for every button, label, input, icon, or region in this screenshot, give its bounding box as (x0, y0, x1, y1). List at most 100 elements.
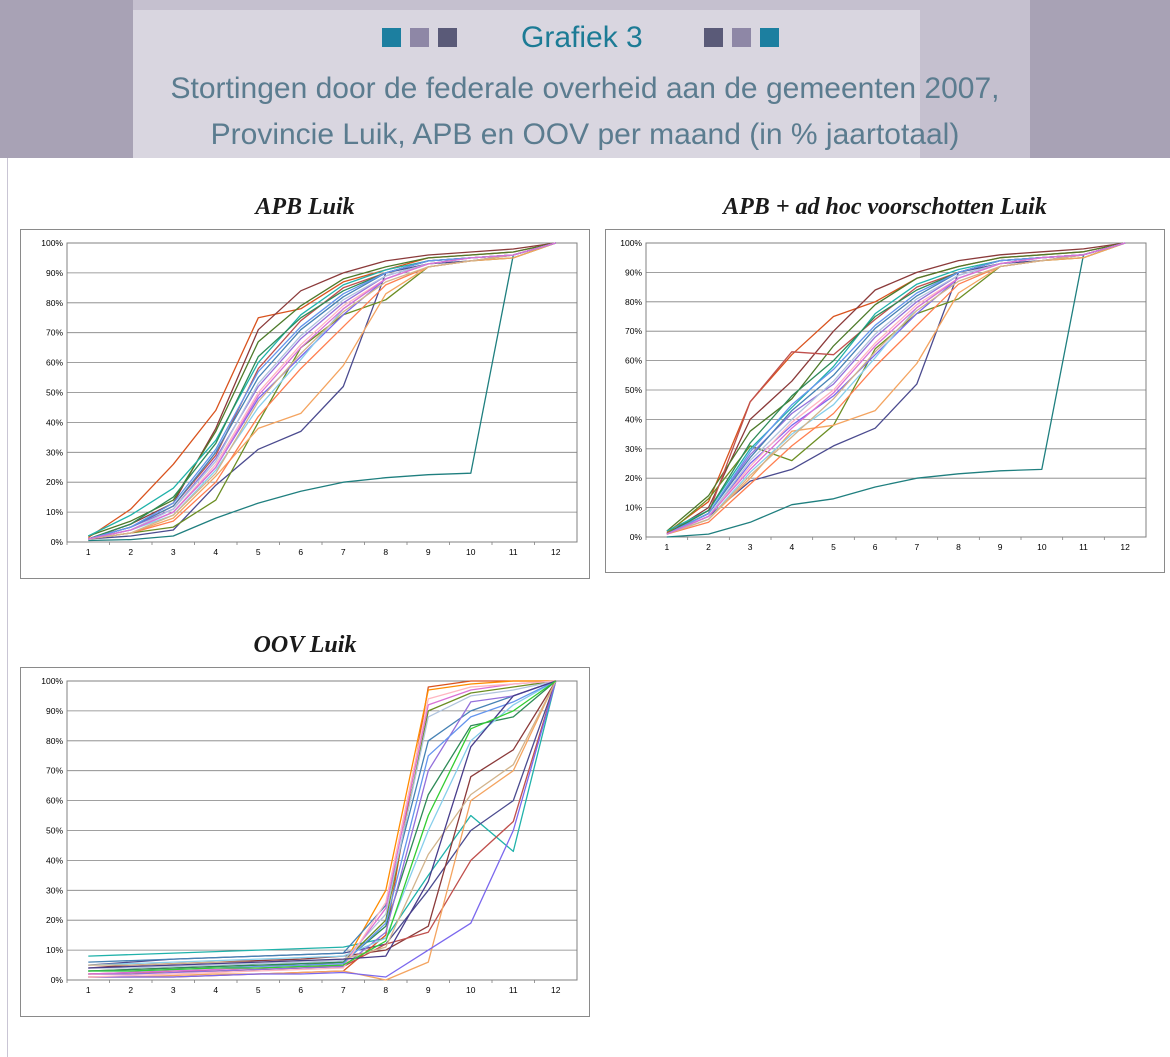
y-tick-label: 100% (620, 238, 642, 248)
x-tick-label: 11 (509, 547, 518, 557)
header-banner: Grafiek 3 Stortingen door de federale ov… (0, 0, 1170, 158)
chart-panel-apb-adhoc: 0% 10% 20% 30% 40% 50% 60% 70% 80% 90% 100% 1 2 3 4 5 6 7… (605, 229, 1165, 573)
series-line-9 (88, 680, 557, 981)
x-tick-label: 2 (128, 985, 133, 995)
x-tick-label: 12 (551, 985, 561, 995)
x-tick-label: 5 (831, 542, 836, 552)
series-line-12 (88, 680, 557, 966)
series-line-4 (666, 242, 1126, 535)
x-tick-label: 1 (664, 542, 669, 552)
series-line-1 (666, 242, 1126, 538)
series-line-11 (88, 680, 557, 975)
x-tick-label: 3 (171, 547, 176, 557)
x-tick-label: 11 (1079, 542, 1088, 552)
y-tick-label: 20% (46, 477, 63, 487)
y-tick-label: 30% (46, 447, 63, 457)
x-tick-label: 5 (256, 547, 261, 557)
series-line-20 (666, 242, 1126, 535)
x-tick-label: 5 (256, 985, 261, 995)
decor-square (410, 28, 429, 47)
y-tick-label: 80% (625, 297, 642, 307)
series-line-6 (666, 242, 1126, 532)
series-line-17 (88, 680, 556, 978)
chart-panel-oov: 0% 10% 20% 30% 40% 50% 60% 70% 80% 90% 100% 1 2 3 4 5 6 7… (20, 667, 590, 1017)
x-tick-label: 7 (341, 547, 346, 557)
y-tick-label: 40% (46, 855, 63, 865)
header-right-band (1030, 0, 1170, 158)
x-tick-label: 4 (789, 542, 794, 552)
y-tick-label: 20% (625, 473, 642, 483)
series-line-6 (88, 242, 556, 537)
line-chart-oov: 0%10%20%30%40%50%60%70%80%90%100%1 2 3 4 5 6 7… (41, 676, 578, 995)
series-line-1 (88, 242, 556, 542)
y-tick-label: 10% (46, 945, 63, 955)
x-tick-label: 10 (1037, 542, 1047, 552)
series-line-14 (88, 680, 556, 969)
x-tick-label: 11 (509, 985, 518, 995)
x-tick-label: 8 (383, 547, 388, 557)
chart-panel-apb: 0% 10% 20% 30% 40% 50% 60% 70% 80% 90% 100% 1 2 3 4 5 6 7… (20, 229, 590, 579)
decor-square (382, 28, 401, 47)
right-square-decor (704, 28, 779, 48)
page-left-rule (7, 158, 8, 1057)
y-tick-label: 10% (46, 507, 63, 517)
x-tick-label: 7 (914, 542, 919, 552)
line-chart-apb-adhoc: 0%10%20%30%40%50%60%70%80%90%100%1 2 3 4 5 6 7… (620, 238, 1147, 552)
header-center-band (133, 10, 920, 158)
y-tick-label: 60% (46, 358, 63, 368)
x-tick-label: 1 (86, 985, 91, 995)
y-tick-label: 20% (46, 915, 63, 925)
page-subtitle-line1: Stortingen door de federale overheid aan… (170, 72, 1000, 105)
series-line-13 (88, 680, 557, 978)
y-tick-label: 30% (46, 885, 63, 895)
y-tick-label: 100% (41, 238, 63, 248)
series-line-19 (88, 680, 557, 969)
y-tick-label: 40% (625, 414, 642, 424)
header-left-band (0, 0, 133, 158)
chart-title-apb: APB Luik (255, 194, 355, 220)
x-tick-label: 3 (171, 985, 176, 995)
left-square-decor (382, 28, 457, 48)
x-tick-label: 8 (956, 542, 961, 552)
y-tick-label: 90% (46, 268, 63, 278)
series-line-18 (666, 242, 1126, 535)
page-title: Grafiek 3 (521, 21, 643, 54)
x-tick-label: 1 (86, 547, 91, 557)
y-tick-label: 70% (46, 766, 63, 776)
x-tick-label: 2 (706, 542, 711, 552)
series-line-10 (88, 680, 557, 972)
x-tick-label: 10 (466, 547, 476, 557)
series-line-20 (88, 680, 557, 972)
y-tick-label: 60% (625, 356, 642, 366)
x-tick-label: 12 (551, 547, 561, 557)
x-tick-label: 12 (1120, 542, 1130, 552)
series-line-8 (88, 680, 557, 963)
decor-square (704, 28, 723, 47)
y-tick-label: 40% (46, 417, 63, 427)
x-tick-label: 2 (128, 547, 133, 557)
y-tick-label: 70% (46, 328, 63, 338)
x-tick-label: 6 (873, 542, 878, 552)
decor-square (438, 28, 457, 47)
x-tick-label: 3 (748, 542, 753, 552)
x-tick-label: 9 (426, 547, 431, 557)
y-tick-label: 90% (625, 267, 642, 277)
y-tick-label: 30% (625, 444, 642, 454)
y-tick-label: 50% (625, 385, 642, 395)
chart-title-apb-adhoc: APB + ad hoc voorschotten Luik (723, 194, 1047, 220)
y-tick-label: 80% (46, 736, 63, 746)
y-tick-label: 60% (46, 796, 63, 806)
x-tick-label: 6 (298, 547, 303, 557)
page-subtitle-line2: Provincie Luik, APB en OOV per maand (in… (210, 118, 960, 151)
x-tick-label: 6 (298, 985, 303, 995)
series-line-1 (88, 680, 557, 957)
y-tick-label: 0% (51, 537, 64, 547)
line-chart-apb: 0%10%20%30%40%50%60%70%80%90%100%1 2 3 4 5 6 7… (41, 238, 578, 557)
y-tick-label: 90% (46, 706, 63, 716)
y-tick-label: 80% (46, 298, 63, 308)
x-tick-label: 7 (341, 985, 346, 995)
decor-square (732, 28, 751, 47)
x-tick-label: 10 (466, 985, 476, 995)
x-tick-label: 8 (383, 985, 388, 995)
y-tick-label: 50% (46, 826, 63, 836)
